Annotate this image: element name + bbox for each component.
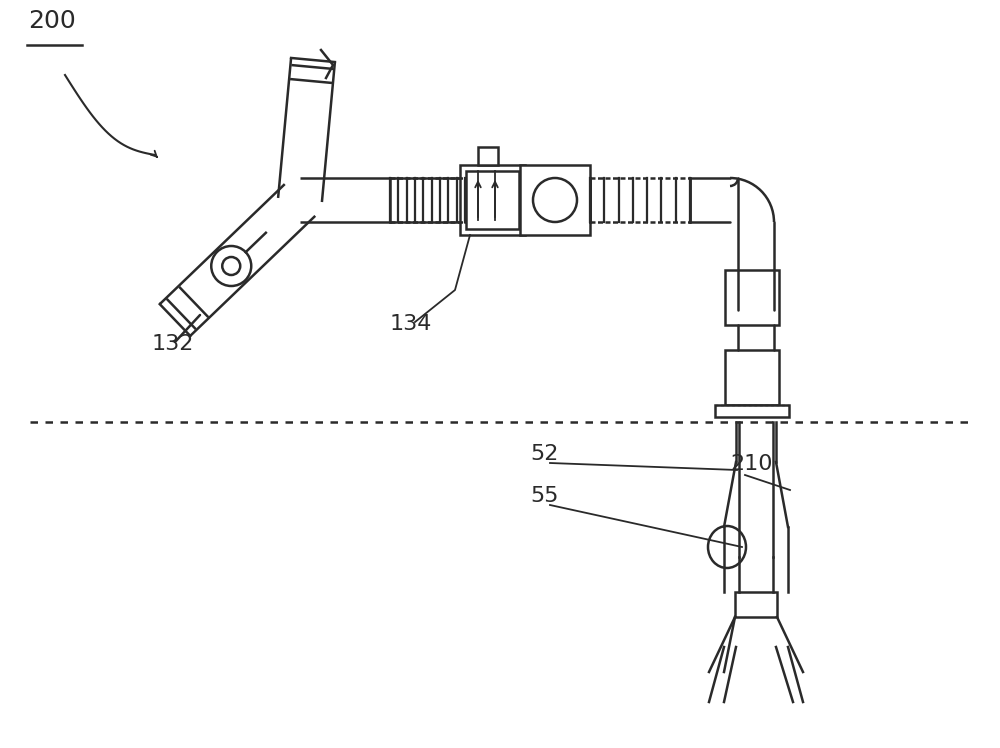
Text: 210: 210 [730, 454, 772, 474]
Text: 134: 134 [390, 314, 432, 334]
Text: 200: 200 [28, 9, 76, 33]
Circle shape [533, 178, 577, 222]
Bar [735, 592, 777, 617]
Bar [715, 405, 789, 417]
Bar [460, 165, 525, 235]
Bar [725, 350, 779, 405]
Text: 132: 132 [152, 334, 194, 354]
Bar [478, 147, 498, 165]
Bar [466, 171, 519, 229]
Circle shape [222, 257, 240, 275]
Circle shape [211, 246, 251, 286]
Text: 55: 55 [530, 486, 558, 506]
Bar [725, 270, 779, 325]
Ellipse shape [708, 526, 746, 568]
Text: 52: 52 [530, 444, 558, 464]
Bar [520, 165, 590, 235]
